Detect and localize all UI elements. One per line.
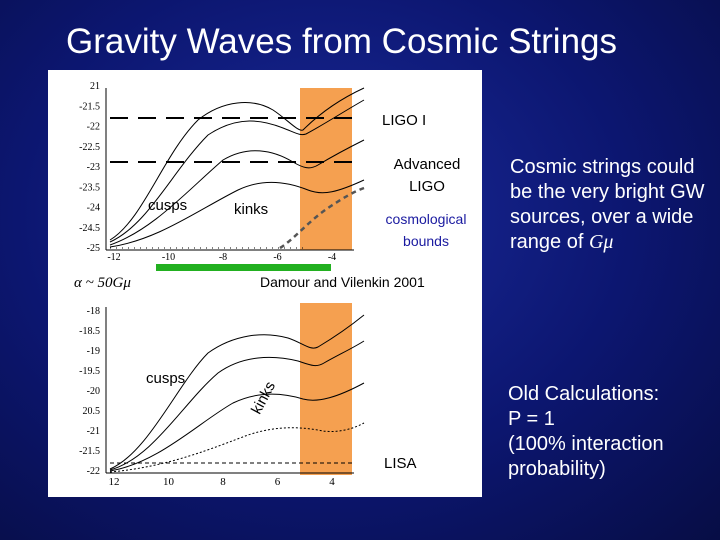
alpha-label: α ~ 50Gμ — [74, 275, 131, 291]
p-equals-line: P = 1 — [508, 408, 555, 430]
top-y-tick-1: -21.5 — [79, 101, 100, 112]
top-y-tick-8: -25 — [87, 243, 100, 254]
bottom-plot: -18 -18.5 -19 -19.5 -20 20.5 -21 -21.5 -22 12 10 8… — [48, 303, 482, 497]
ligo1-label: LIGO I — [382, 112, 427, 129]
bottom-curve-1 — [109, 314, 365, 470]
top-x-tick-2: -8 — [219, 252, 227, 263]
kinks-label: kinks — [234, 201, 269, 218]
top-curve-4 — [109, 179, 365, 248]
bottom-y-tick-7: -21.5 — [79, 446, 100, 457]
top-y-tick-7: -24.5 — [79, 223, 100, 234]
top-curve-3 — [109, 139, 365, 246]
green-range-bar — [156, 264, 331, 271]
side-text-top: Cosmic strings could be the very bright … — [510, 155, 710, 255]
top-y-tick-2: -22 — [87, 122, 100, 133]
bottom-y-tick-8: -22 — [87, 466, 100, 477]
bottom-x-tick-labels: 12 10 8 6 4 — [109, 476, 336, 488]
bottom-x-tick-2: 8 — [220, 476, 226, 488]
cosmological-bound-curve — [279, 186, 365, 250]
bottom-y-tick-3: -19.5 — [79, 366, 100, 377]
slide-title: Gravity Waves from Cosmic Strings — [66, 22, 618, 61]
top-y-tick-0: 21 — [90, 81, 100, 92]
cusps-label: cusps — [148, 197, 188, 214]
bottom-plot-canvas: -18 -18.5 -19 -19.5 -20 20.5 -21 -21.5 -22 12 10 8… — [79, 303, 365, 488]
top-plot: 21 -21.5 -22 -22.5 -23 -23.5 -24 -24.5 -25 -12 -1… — [48, 70, 482, 306]
bottom-y-tick-0: -18 — [87, 306, 100, 317]
top-y-tick-3: -22.5 — [79, 142, 100, 153]
top-curve-1 — [109, 87, 365, 241]
lisa-label: LISA — [384, 455, 417, 472]
top-x-tick-0: -12 — [107, 252, 120, 263]
interaction-prob-line: (100% interaction probability) — [508, 433, 664, 480]
bottom-curve-4 — [109, 422, 365, 473]
bottom-y-tick-1: -18.5 — [79, 326, 100, 337]
top-y-tick-5: -23.5 — [79, 182, 100, 193]
bottom-y-tick-2: -19 — [87, 346, 100, 357]
advanced-ligo-label: Advanced LIGO — [393, 156, 461, 195]
bottom-x-tick-1: 10 — [163, 476, 175, 488]
bottom-y-tick-6: -21 — [87, 426, 100, 437]
top-x-tick-labels: -12 -10 -8 -6 -4 — [107, 252, 336, 263]
bottom-curve-2 — [109, 340, 365, 471]
top-y-tick-labels: 21 -21.5 -22 -22.5 -23 -23.5 -24 -24.5 -25 — [79, 81, 100, 254]
cosmological-bounds-label: cosmological bounds — [385, 211, 467, 249]
bottom-x-tick-0: 12 — [109, 476, 120, 488]
g-mu-symbol: Gμ — [588, 231, 614, 253]
bottom-curve-3 — [109, 382, 365, 472]
citation-label: Damour and Vilenkin 2001 — [260, 274, 425, 290]
top-x-tick-3: -6 — [273, 252, 281, 263]
side-text-top-body: Cosmic strings could be the very bright … — [510, 156, 705, 253]
top-y-tick-4: -23 — [87, 162, 100, 173]
top-curve-2 — [109, 99, 365, 243]
top-x-tick-1: -10 — [162, 252, 175, 263]
top-x-tick-4: -4 — [328, 252, 336, 263]
bottom-y-tick-5: 20.5 — [83, 406, 101, 417]
bottom-x-tick-3: 6 — [275, 476, 281, 488]
old-calc-line: Old Calculations: — [508, 383, 660, 405]
top-orange-band — [300, 88, 352, 250]
top-plot-canvas: 21-21.5-22-22.5-23-23.5-24-24.5-25 -12 -1… — [79, 81, 365, 271]
top-y-tick-6: -24 — [87, 203, 100, 214]
bottom-x-tick-4: 4 — [329, 476, 335, 488]
side-text-bottom: Old Calculations: P = 1 (100% interactio… — [508, 382, 708, 482]
bottom-y-tick-4: -20 — [87, 386, 100, 397]
bottom-cusps-label: cusps — [146, 370, 186, 387]
bottom-orange-band — [300, 303, 352, 475]
bottom-y-tick-labels: -18 -18.5 -19 -19.5 -20 20.5 -21 -21.5 -22 — [79, 306, 100, 477]
